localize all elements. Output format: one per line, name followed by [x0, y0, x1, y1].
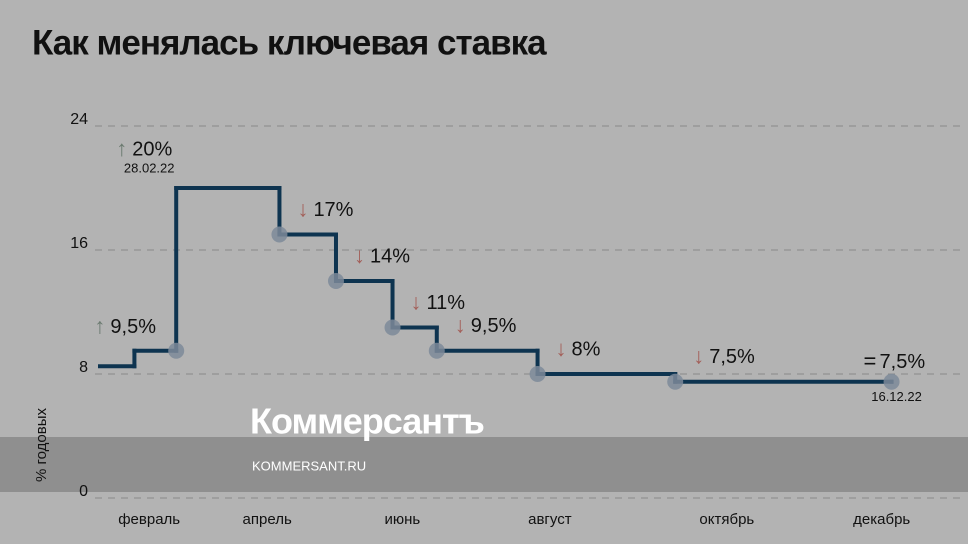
point-marker: [168, 342, 185, 359]
y-tick-label: 16: [70, 235, 88, 252]
point-marker: [667, 373, 684, 390]
watermark-url: KOMMERSANT.RU: [252, 458, 366, 473]
value-label: 7,5%: [880, 351, 926, 373]
value-label: 7,5%: [709, 346, 755, 368]
change-arrow: =: [864, 349, 877, 374]
value-label: 9,5%: [110, 316, 156, 338]
point-marker: [327, 273, 344, 289]
value-label: 14%: [370, 245, 410, 267]
change-arrow: ↓: [455, 313, 466, 338]
y-tick-label: 8: [79, 359, 88, 376]
value-label: 9,5%: [471, 315, 517, 337]
change-arrow: ↓: [411, 289, 422, 314]
date-label: 28.02.22: [124, 160, 175, 175]
change-arrow: ↑: [94, 314, 105, 339]
value-label: 8%: [572, 338, 601, 360]
x-tick-label: апрель: [243, 511, 292, 528]
y-axis-label: % годовых: [33, 408, 50, 483]
point-marker: [883, 373, 900, 390]
change-arrow: ↓: [556, 336, 567, 361]
x-tick-label: октябрь: [699, 511, 754, 528]
y-tick-label: 0: [79, 483, 88, 500]
change-arrow: ↓: [354, 243, 365, 268]
point-marker: [529, 366, 546, 382]
value-label: 11%: [427, 292, 466, 314]
watermark-band: [0, 437, 968, 492]
watermark-logo: Коммерсантъ: [250, 401, 484, 442]
point-marker: [428, 342, 445, 359]
x-tick-label: июнь: [384, 511, 420, 528]
value-label: 17%: [313, 199, 353, 221]
value-label: 20%: [132, 138, 172, 160]
point-marker: [384, 319, 401, 336]
chart-title: Как менялась ключевая ставка: [32, 23, 547, 62]
y-tick-label: 24: [70, 111, 88, 128]
change-arrow: ↓: [297, 196, 308, 221]
change-arrow: ↓: [693, 344, 704, 369]
date-label: 16.12.22: [871, 389, 922, 404]
change-arrow: ↑: [116, 136, 127, 161]
point-marker: [271, 226, 288, 243]
x-tick-label: август: [528, 511, 572, 528]
x-tick-label: февраль: [118, 511, 180, 528]
x-tick-label: декабрь: [853, 511, 910, 528]
